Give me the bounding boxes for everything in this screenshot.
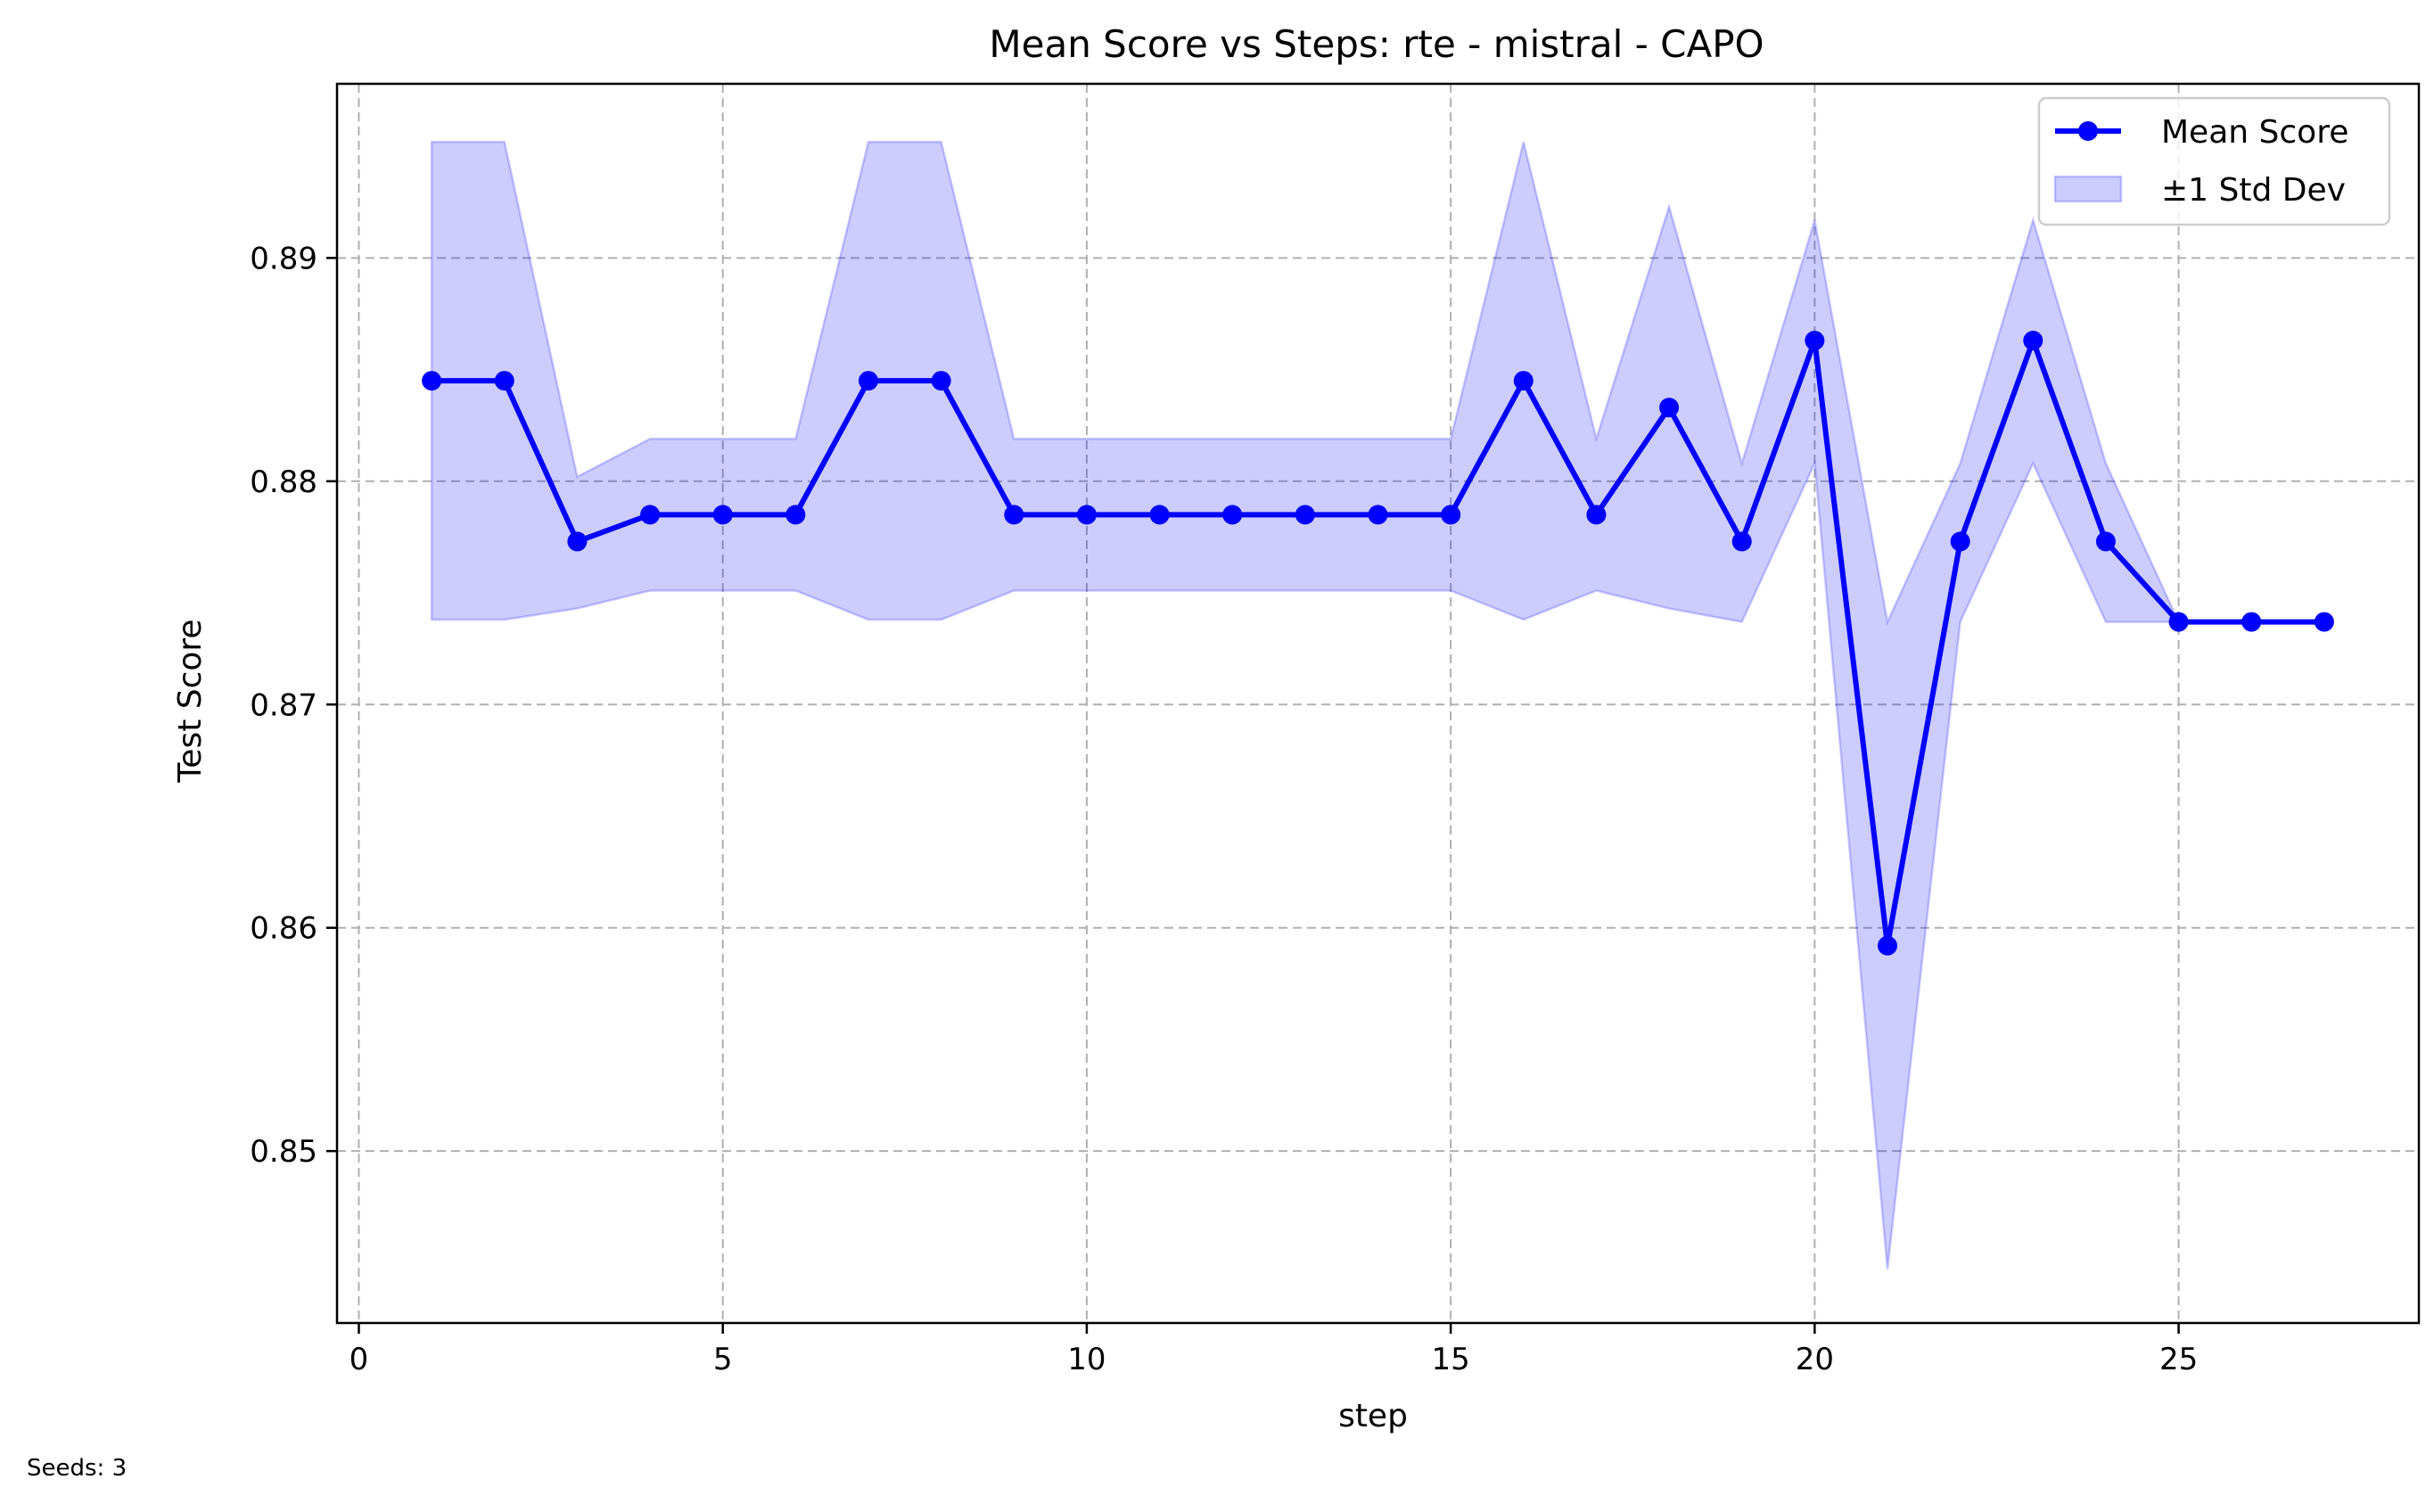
plot-frame xyxy=(335,82,2421,1325)
mean-score-point-6 xyxy=(785,505,806,525)
x-tick-label-0: 0 xyxy=(349,1342,369,1377)
y-tick-label-2: 0.87 xyxy=(250,687,317,723)
mean-score-point-18 xyxy=(1659,398,1680,418)
legend-std-dev-label: ±1 Std Dev xyxy=(2161,172,2346,209)
mean-score-point-22 xyxy=(1950,531,1970,552)
mean-score-point-4 xyxy=(640,505,661,525)
mean-score-point-23 xyxy=(2023,331,2043,351)
mean-score-point-11 xyxy=(1149,505,1170,525)
mean-score-point-20 xyxy=(1805,331,1825,351)
y-axis-label: Test Score xyxy=(172,619,209,783)
mean-score-point-8 xyxy=(931,371,951,391)
mean-score-point-14 xyxy=(1368,505,1388,525)
x-axis-ticks: 0 5 10 15 20 25 xyxy=(349,1323,2198,1377)
mean-score-point-2 xyxy=(494,371,514,391)
mean-score-point-10 xyxy=(1076,505,1097,525)
mean-score-point-9 xyxy=(1004,505,1024,525)
mean-score-point-3 xyxy=(567,531,588,552)
mean-score-point-25 xyxy=(2168,612,2189,632)
legend-band-swatch-icon xyxy=(2053,175,2123,203)
legend: Mean Score ±1 Std Dev xyxy=(2037,96,2391,226)
chart-title: Mean Score vs Steps: rte - mistral - CAP… xyxy=(989,22,1764,66)
y-tick-label-1: 0.86 xyxy=(250,911,317,947)
legend-box xyxy=(2037,96,2391,226)
y-tick-label-3: 0.88 xyxy=(250,464,317,500)
x-tick-label-5: 25 xyxy=(2159,1342,2198,1377)
mean-score-point-1 xyxy=(422,371,442,391)
y-axis-ticks: 0.85 0.86 0.87 0.88 0.89 xyxy=(250,241,337,1170)
std-dev-band xyxy=(430,140,2324,1270)
grid xyxy=(337,84,2419,1323)
legend-mean-marker-icon xyxy=(2078,121,2098,141)
mean-score-point-16 xyxy=(1513,371,1534,391)
mean-score-point-5 xyxy=(712,505,733,525)
y-tick-label-4: 0.89 xyxy=(250,241,317,276)
mean-score-point-15 xyxy=(1441,505,1461,525)
seeds-footnote: Seeds: 3 xyxy=(27,1455,127,1482)
mean-score-point-21 xyxy=(1878,935,1898,956)
x-tick-label-2: 10 xyxy=(1067,1342,1106,1377)
x-tick-label-3: 15 xyxy=(1432,1342,1470,1377)
mean-score-point-27 xyxy=(2314,612,2334,632)
mean-score-point-7 xyxy=(858,371,878,391)
mean-score-point-13 xyxy=(1295,505,1315,525)
x-tick-label-1: 5 xyxy=(713,1342,733,1377)
x-axis-label: step xyxy=(1338,1398,1408,1434)
mean-score-point-24 xyxy=(2095,531,2116,552)
mean-score-point-12 xyxy=(1222,505,1243,525)
mean-score-point-17 xyxy=(1586,505,1607,525)
x-tick-label-4: 20 xyxy=(1796,1342,1834,1377)
mean-score-points xyxy=(422,331,2334,956)
mean-score-point-26 xyxy=(2241,612,2262,632)
y-tick-label-0: 0.85 xyxy=(250,1134,317,1170)
mean-score-point-19 xyxy=(1731,531,1752,552)
legend-mean-score-label: Mean Score xyxy=(2161,114,2348,151)
